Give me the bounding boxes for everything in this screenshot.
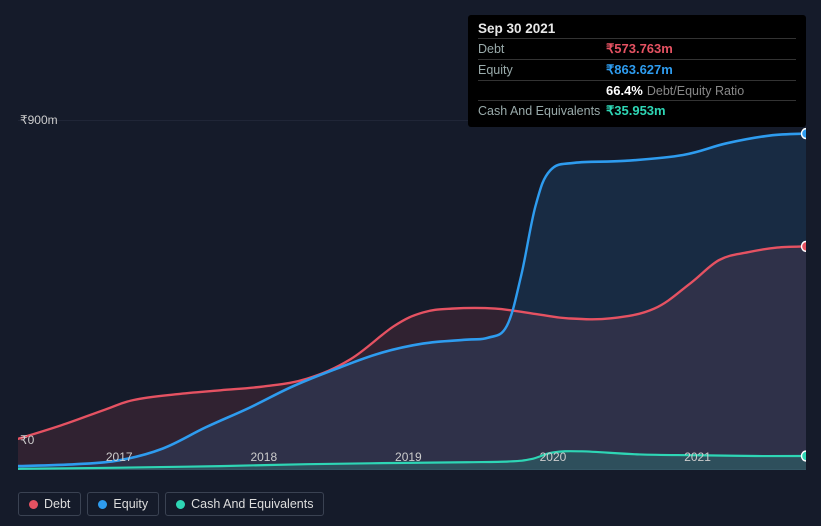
chart-plot-area xyxy=(18,120,806,470)
legend-dot-icon xyxy=(98,500,107,509)
tooltip-row: 66.4% Debt/Equity Ratio xyxy=(478,80,796,100)
tooltip-row-value: 66.4% xyxy=(606,83,643,98)
x-axis: 2017 2018 2019 2020 2021 xyxy=(18,450,806,470)
tooltip-row: Cash And Equivalents₹35.953m xyxy=(478,100,796,121)
tooltip-row-label: Debt xyxy=(478,42,606,56)
x-axis-label: 2020 xyxy=(540,450,567,464)
x-axis-label: 2017 xyxy=(106,450,133,464)
legend-label: Cash And Equivalents xyxy=(191,497,313,511)
legend-item[interactable]: Cash And Equivalents xyxy=(165,492,324,516)
tooltip-row-value: ₹573.763m xyxy=(606,41,673,57)
tooltip-row-suffix: Debt/Equity Ratio xyxy=(647,84,744,98)
legend-dot-icon xyxy=(29,500,38,509)
y-axis-label: ₹900m xyxy=(20,113,58,127)
y-axis-label: ₹0 xyxy=(20,433,34,447)
legend-label: Debt xyxy=(44,497,70,511)
tooltip-row-label: Cash And Equivalents xyxy=(478,104,606,118)
tooltip-row: Debt₹573.763m xyxy=(478,38,796,59)
tooltip-row-label: Equity xyxy=(478,63,606,77)
chart-legend: Debt Equity Cash And Equivalents xyxy=(18,492,324,516)
tooltip-row: Equity₹863.627m xyxy=(478,59,796,80)
legend-item[interactable]: Debt xyxy=(18,492,81,516)
legend-dot-icon xyxy=(176,500,185,509)
legend-label: Equity xyxy=(113,497,148,511)
chart-tooltip: Sep 30 2021 Debt₹573.763mEquity₹863.627m… xyxy=(468,15,806,127)
x-axis-label: 2019 xyxy=(395,450,422,464)
tooltip-rows: Debt₹573.763mEquity₹863.627m66.4%Debt/Eq… xyxy=(478,38,796,121)
x-axis-label: 2021 xyxy=(684,450,711,464)
tooltip-date: Sep 30 2021 xyxy=(478,21,796,38)
x-axis-label: 2018 xyxy=(250,450,277,464)
debt-equity-chart xyxy=(18,120,806,470)
legend-item[interactable]: Equity xyxy=(87,492,159,516)
tooltip-row-value: ₹863.627m xyxy=(606,62,673,78)
tooltip-row-value: ₹35.953m xyxy=(606,103,666,119)
